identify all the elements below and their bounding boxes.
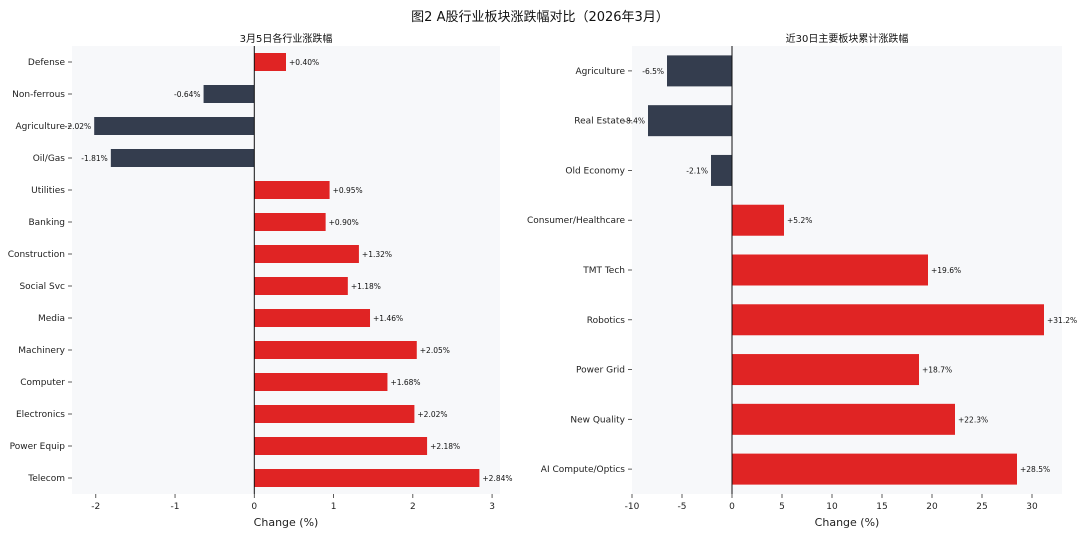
y-tick-label: Social Svc — [19, 282, 65, 292]
value-label: +1.18% — [351, 282, 381, 291]
y-tick-label: Power Grid — [576, 366, 625, 376]
x-axis-label: Change (%) — [254, 516, 319, 529]
value-label: -1.81% — [81, 154, 108, 163]
value-label: +1.68% — [390, 378, 420, 387]
x-tick-label: 25 — [976, 502, 987, 512]
y-tick-label: Power Equip — [10, 442, 66, 452]
bar-agriculture — [94, 117, 255, 135]
y-tick-label: Real Estate — [574, 117, 625, 127]
panel-title: 近30日主要板块累计涨跌幅 — [786, 32, 909, 45]
value-label: +1.46% — [373, 314, 403, 323]
bar-electronics — [254, 405, 415, 423]
value-label: +0.95% — [333, 186, 363, 195]
bar-new-quality — [732, 403, 955, 435]
plot-area — [72, 46, 500, 494]
value-label: +2.84% — [482, 474, 512, 483]
bar-non-ferrous — [203, 85, 255, 103]
x-tick-label: 30 — [1026, 502, 1038, 512]
x-tick-label: 0 — [251, 502, 257, 512]
value-label: +0.90% — [329, 218, 359, 227]
bar-telecom — [254, 469, 480, 487]
chart-panel-1: 3月5日各行业涨跌幅 Defense +0.40% Non-ferrous -0.64%… — [8, 32, 513, 529]
value-label: +2.05% — [420, 346, 450, 355]
y-tick-label: Machinery — [18, 346, 65, 356]
panel-title: 3月5日各行业涨跌幅 — [240, 32, 333, 45]
y-tick-label: AI Compute/Optics — [541, 465, 626, 475]
bar-banking — [254, 213, 326, 231]
bar-construction — [254, 245, 359, 263]
value-label: -6.5% — [642, 67, 664, 76]
y-tick-label: TMT Tech — [582, 266, 625, 276]
value-label: +28.5% — [1020, 465, 1050, 474]
value-label: +1.32% — [362, 250, 392, 259]
y-tick-label: Defense — [28, 58, 66, 68]
bar-consumer-healthcare — [732, 204, 784, 236]
value-label: -8.4% — [623, 117, 645, 126]
y-tick-label: Robotics — [587, 316, 626, 326]
y-tick-label: New Quality — [570, 415, 625, 425]
x-tick-label: 20 — [926, 502, 938, 512]
y-tick-label: Agriculture — [576, 67, 626, 77]
x-axis-label: Change (%) — [815, 516, 880, 529]
value-label: -0.64% — [174, 90, 201, 99]
y-tick-label: Telecom — [27, 474, 65, 484]
value-label: +22.3% — [958, 415, 988, 424]
x-tick-label: 1 — [331, 502, 337, 512]
value-label: +0.40% — [289, 58, 319, 67]
y-tick-label: Non-ferrous — [12, 90, 65, 100]
value-label: -2.02% — [65, 122, 92, 131]
bar-social-svc — [254, 277, 348, 295]
x-tick-label: -2 — [91, 502, 100, 512]
value-label: +31.2% — [1047, 316, 1077, 325]
bar-defense — [254, 53, 286, 71]
bar-real-estate — [648, 105, 732, 137]
x-tick-label: -1 — [171, 502, 180, 512]
x-tick-label: -5 — [678, 502, 687, 512]
x-tick-label: 15 — [876, 502, 887, 512]
value-label: +5.2% — [787, 216, 812, 225]
x-tick-label: 2 — [410, 502, 416, 512]
y-tick-label: Banking — [28, 218, 65, 228]
value-label: +2.18% — [430, 442, 460, 451]
x-tick-label: 3 — [489, 502, 495, 512]
y-tick-label: Computer — [20, 378, 65, 388]
bar-tmt-tech — [732, 254, 928, 286]
value-label: +19.6% — [931, 266, 961, 275]
bar-old-economy — [711, 154, 732, 186]
y-tick-label: Electronics — [16, 410, 65, 420]
value-label: +18.7% — [922, 366, 952, 375]
bar-oil-gas — [110, 149, 255, 167]
figure-title: 图2 A股行业板块涨跌幅对比（2026年3月） — [411, 10, 669, 25]
y-tick-label: Agriculture — [16, 122, 66, 132]
x-tick-label: 0 — [729, 502, 735, 512]
bar-ai-compute-optics — [732, 453, 1017, 485]
y-tick-label: Construction — [8, 250, 65, 260]
y-tick-label: Old Economy — [565, 166, 625, 176]
y-tick-label: Utilities — [31, 186, 65, 196]
bar-computer — [254, 373, 388, 391]
bar-robotics — [732, 304, 1044, 336]
x-tick-label: 5 — [779, 502, 785, 512]
bar-utilities — [254, 181, 330, 199]
y-tick-label: Oil/Gas — [33, 154, 66, 164]
bar-machinery — [254, 341, 417, 359]
y-tick-label: Media — [38, 314, 65, 324]
chart-panel-2: 近30日主要板块累计涨跌幅 Agriculture -6.5% Real Estate… — [527, 32, 1077, 529]
y-tick-label: Consumer/Healthcare — [527, 216, 625, 226]
value-label: +2.02% — [417, 410, 447, 419]
bar-media — [254, 309, 371, 327]
x-tick-label: 10 — [826, 502, 838, 512]
bar-power-equip — [254, 437, 428, 455]
value-label: -2.1% — [686, 166, 708, 175]
bar-agriculture — [667, 55, 732, 87]
x-tick-label: -10 — [625, 502, 640, 512]
bar-power-grid — [732, 354, 919, 386]
